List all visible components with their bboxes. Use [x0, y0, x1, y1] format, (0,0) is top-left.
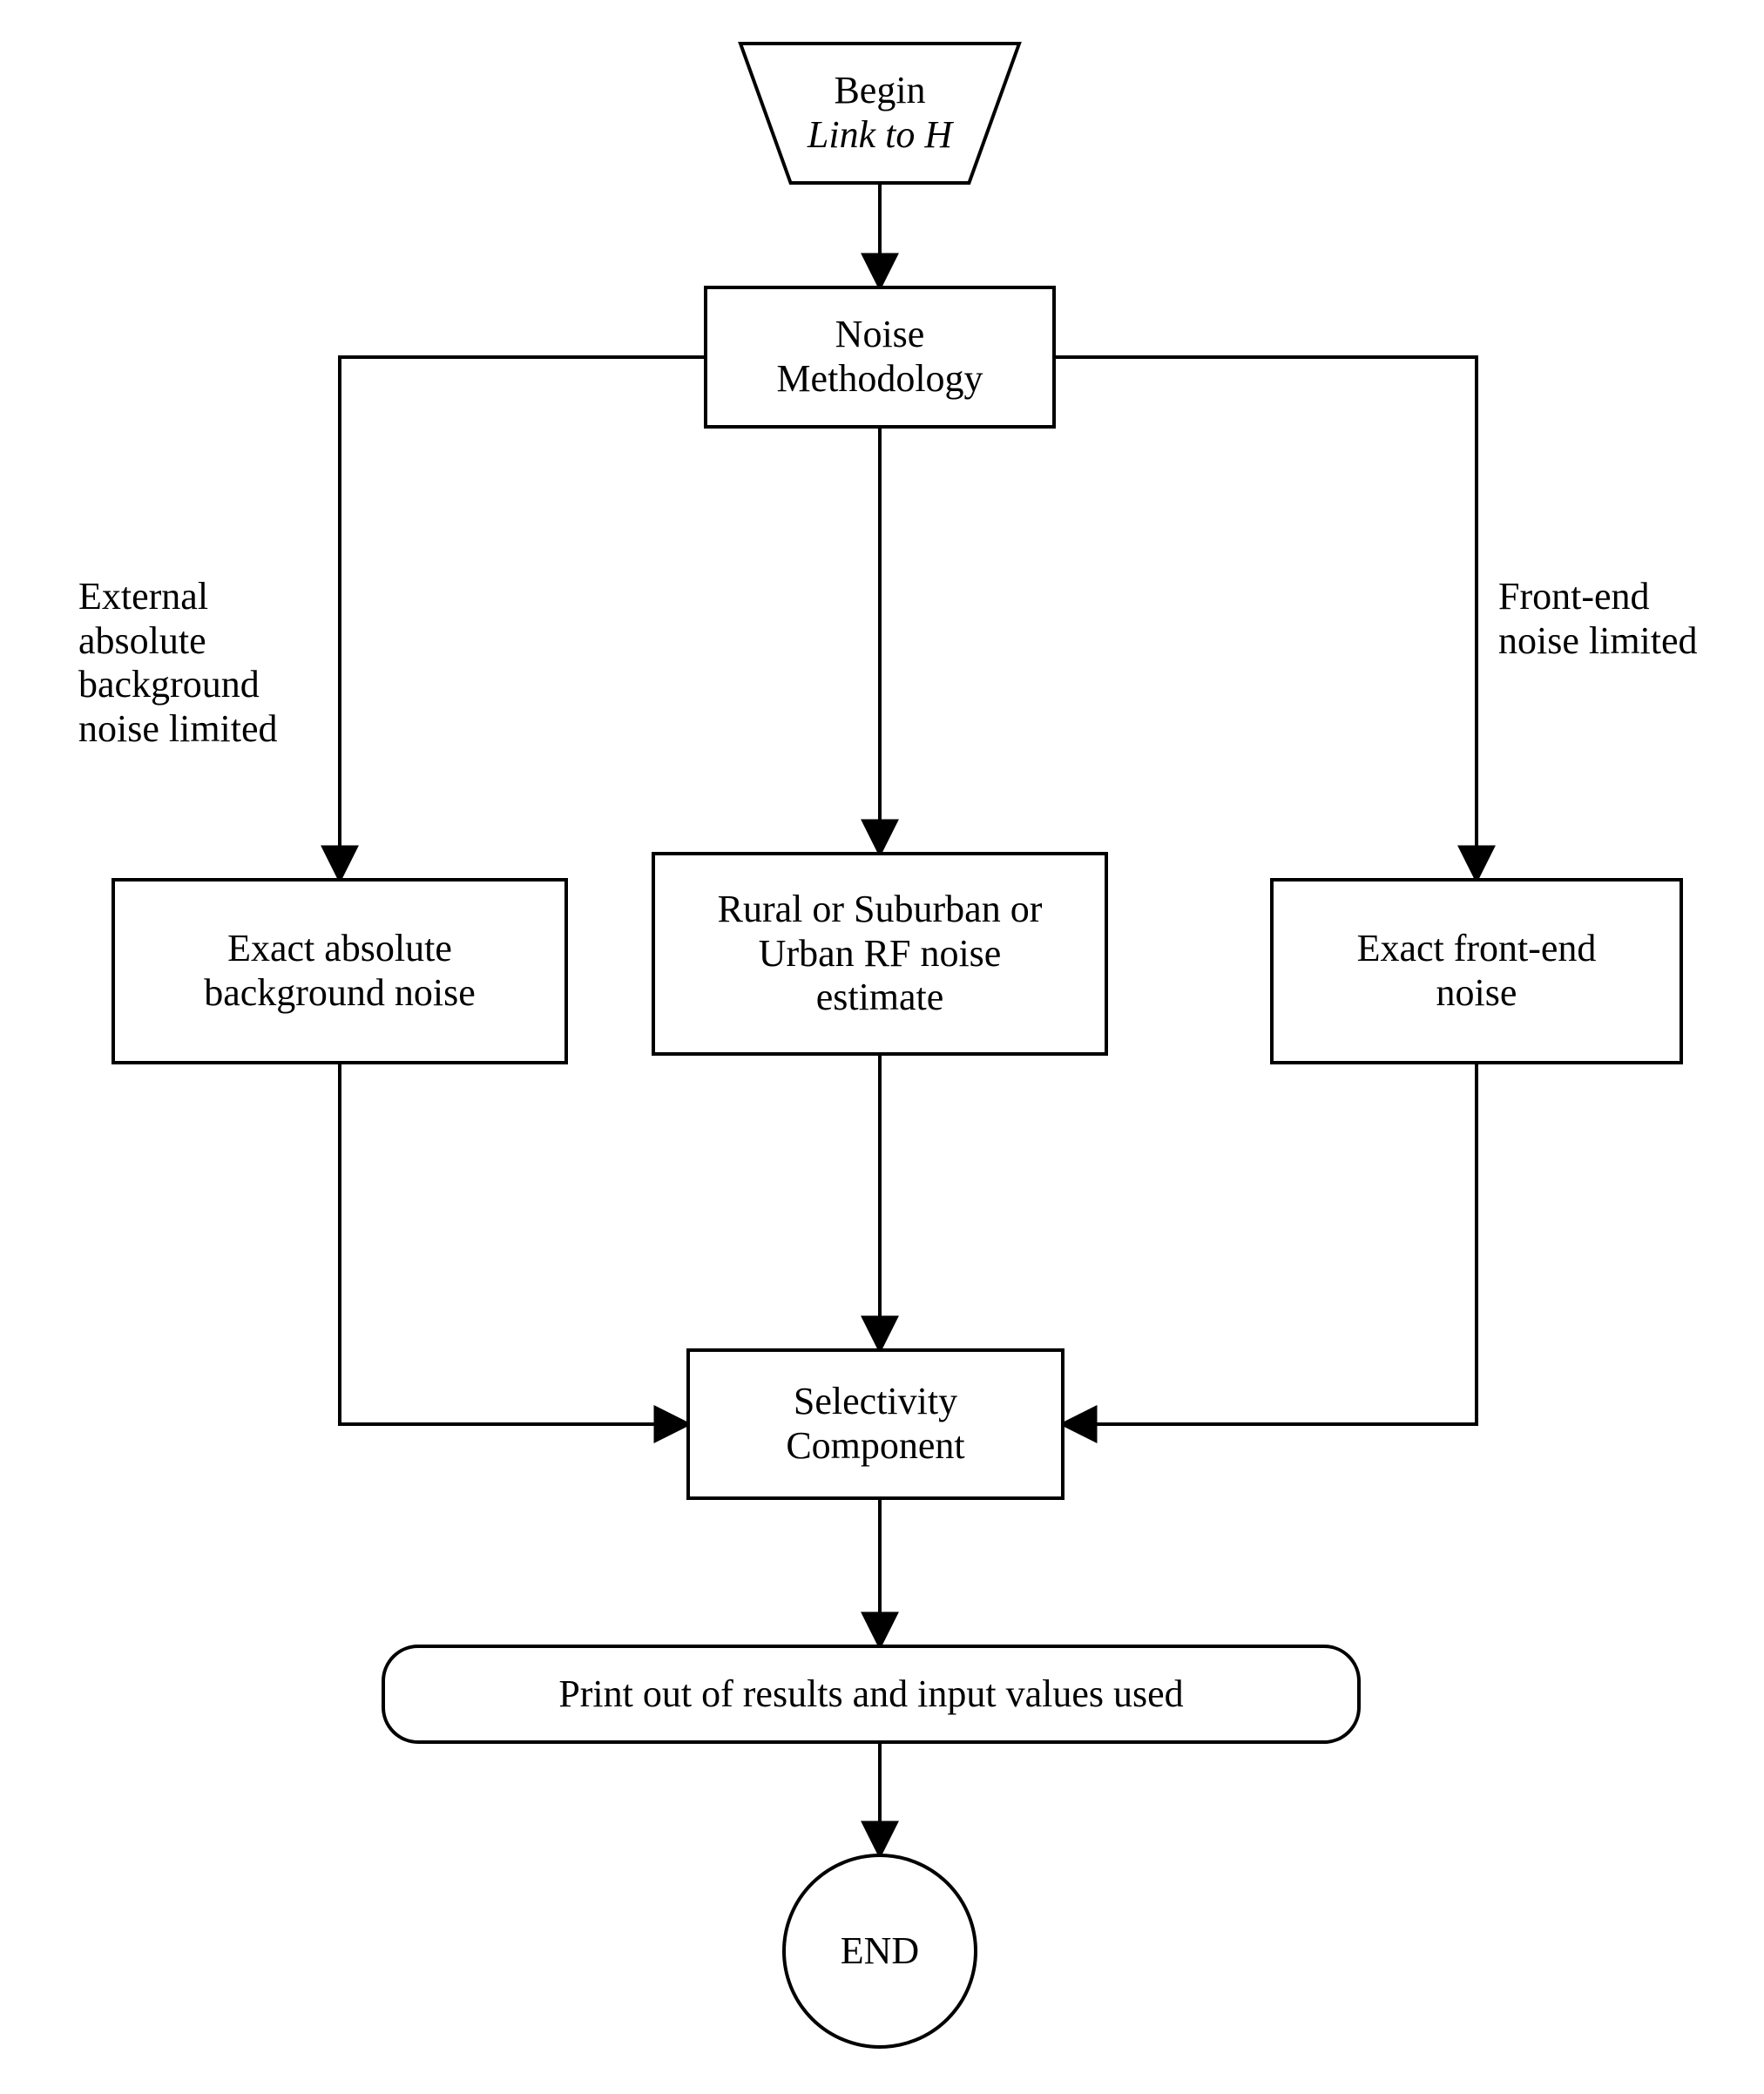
node-noise_methodology-line-1: Methodology	[776, 357, 983, 402]
label-right_label-line-0: Front-end	[1498, 575, 1760, 619]
label-right_label: Front-endnoise limited	[1498, 575, 1760, 663]
label-left_label-line-0: External	[78, 575, 375, 619]
edge-right_box-selectivity	[1063, 1063, 1477, 1424]
node-text-noise_methodology: NoiseMethodology	[706, 287, 1054, 427]
node-left_box-line-0: Exact absolute	[227, 927, 452, 971]
node-text-left_box: Exact absolutebackground noise	[113, 880, 566, 1063]
label-left_label-line-3: noise limited	[78, 707, 375, 752]
label-left_label-line-1: absolute	[78, 619, 375, 664]
node-selectivity-line-0: Selectivity	[794, 1380, 957, 1424]
node-text-end: END	[784, 1855, 976, 2047]
node-end-line-0: END	[841, 1929, 919, 1974]
edge-noise_methodology-right_box	[1054, 357, 1477, 880]
node-right_box-line-1: noise	[1436, 971, 1517, 1016]
node-selectivity-line-1: Component	[786, 1424, 964, 1469]
node-center_box-line-0: Rural or Suburban or	[718, 888, 1043, 932]
edge-noise_methodology-left_box	[340, 357, 706, 880]
node-center_box-line-1: Urban RF noise	[759, 932, 1002, 976]
node-noise_methodology-line-0: Noise	[835, 313, 925, 357]
label-left_label-line-2: background	[78, 663, 375, 707]
node-begin-line-1: Link to H	[808, 113, 952, 158]
edge-left_box-selectivity	[340, 1063, 688, 1424]
node-center_box-line-2: estimate	[816, 976, 944, 1020]
node-left_box-line-1: background noise	[204, 971, 476, 1016]
node-text-begin: BeginLink to H	[740, 44, 1019, 183]
node-text-right_box: Exact front-endnoise	[1272, 880, 1681, 1063]
node-text-center_box: Rural or Suburban orUrban RF noiseestima…	[653, 854, 1106, 1054]
node-print-line-0: Print out of results and input values us…	[558, 1672, 1183, 1717]
node-text-selectivity: SelectivityComponent	[688, 1350, 1063, 1498]
label-right_label-line-1: noise limited	[1498, 619, 1760, 664]
node-begin-line-0: Begin	[834, 69, 925, 113]
flowchart-canvas: BeginLink to H NoiseMethodology Exact abso…	[0, 0, 1764, 2094]
label-left_label: Externalabsolutebackgroundnoise limited	[78, 575, 375, 751]
node-right_box-line-0: Exact front-end	[1357, 927, 1597, 971]
node-text-print: Print out of results and input values us…	[383, 1646, 1359, 1742]
